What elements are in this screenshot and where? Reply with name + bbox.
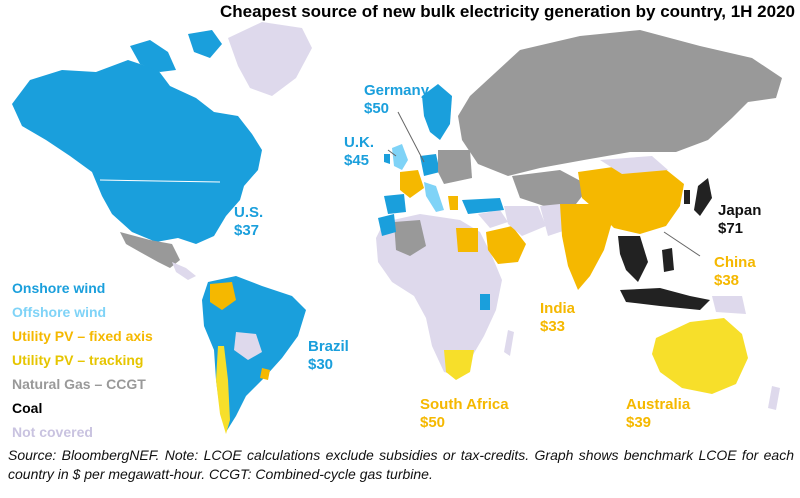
greece: [448, 196, 458, 210]
label-south-africa-value: $50: [420, 414, 446, 431]
greenland: [228, 22, 312, 96]
iran: [504, 206, 546, 236]
label-brazil-name: Brazil: [308, 338, 349, 355]
legend-onshore-wind: Onshore wind: [12, 280, 106, 296]
label-germany-value: $50: [364, 100, 390, 117]
mexico: [120, 232, 180, 268]
australia: [652, 318, 748, 394]
pakistan: [540, 204, 566, 236]
ireland: [384, 154, 390, 164]
southeast-asia: [618, 236, 648, 282]
mongolia: [600, 156, 668, 174]
middle-east-other: [478, 210, 508, 228]
label-uk: U.K. $45: [344, 134, 374, 170]
label-germany: Germany $50: [364, 82, 429, 118]
morocco: [378, 214, 396, 236]
legend-natural-gas: Natural Gas – CCGT: [12, 376, 146, 392]
label-uk-value: $45: [344, 152, 370, 169]
label-india: India $33: [540, 300, 575, 336]
label-india-name: India: [540, 300, 576, 317]
germany: [420, 154, 440, 176]
label-germany-name: Germany: [364, 82, 430, 99]
uruguay: [260, 368, 270, 380]
japan: [694, 178, 712, 216]
label-japan-name: Japan: [718, 202, 762, 219]
chile: [216, 346, 230, 434]
egypt: [456, 228, 478, 252]
label-australia: Australia $39: [626, 396, 690, 432]
south-africa: [444, 350, 474, 380]
label-brazil-value: $30: [308, 356, 334, 373]
label-china-name: China: [714, 254, 756, 271]
philippines: [662, 248, 674, 272]
label-china: China $38: [714, 254, 756, 290]
china-pointer: [663, 231, 701, 257]
central-america: [172, 262, 196, 280]
legend: Onshore wind Offshore wind Utility PV – …: [12, 276, 153, 444]
saudi-arabia: [486, 226, 526, 264]
arctic-islands: [130, 40, 176, 72]
legend-coal: Coal: [12, 400, 43, 416]
russia: [458, 30, 782, 176]
uk: [392, 144, 408, 170]
italy: [424, 182, 444, 212]
label-india-value: $33: [540, 318, 566, 335]
legend-pv-fixed: Utility PV – fixed axis: [12, 328, 153, 344]
madagascar: [504, 330, 514, 356]
alaska-islands: [188, 30, 222, 58]
map-title: Cheapest source of new bulk electricity …: [219, 2, 795, 21]
label-australia-value: $39: [626, 414, 652, 431]
colombia: [210, 282, 236, 310]
iberia: [384, 194, 406, 214]
papua: [712, 296, 746, 314]
label-japan-value: $71: [718, 220, 744, 237]
central-asia: [512, 170, 590, 206]
label-japan: Japan $71: [718, 202, 761, 238]
scandinavia: [422, 84, 452, 140]
label-south-africa: South Africa $50: [420, 396, 509, 432]
north-america: [12, 60, 262, 244]
label-australia-name: Australia: [626, 396, 691, 413]
label-us-value: $37: [234, 222, 260, 239]
uk-pointer: [387, 149, 397, 157]
turkey: [462, 198, 504, 214]
source-note: Source: BloombergNEF. Note: LCOE calcula…: [8, 447, 794, 482]
indonesia: [620, 288, 710, 310]
us-canada-border: [99, 179, 221, 183]
new-zealand: [768, 386, 780, 410]
legend-not-covered: Not covered: [12, 424, 93, 440]
korea: [684, 190, 690, 204]
world-map: [12, 22, 782, 434]
bolivia: [234, 332, 262, 360]
germany-pointer: [397, 111, 425, 163]
label-us: U.S. $37: [234, 204, 263, 240]
central-europe: [438, 150, 472, 184]
kenya: [480, 294, 490, 310]
india: [560, 204, 612, 290]
algeria: [394, 220, 426, 256]
legend-pv-tracking: Utility PV – tracking: [12, 352, 144, 368]
label-uk-name: U.K.: [344, 134, 374, 151]
china: [578, 166, 684, 234]
label-south-africa-name: South Africa: [420, 396, 509, 413]
legend-offshore-wind: Offshore wind: [12, 304, 107, 320]
label-brazil: Brazil $30: [308, 338, 349, 374]
france: [400, 170, 424, 198]
label-china-value: $38: [714, 272, 740, 289]
label-us-name: U.S.: [234, 204, 264, 221]
